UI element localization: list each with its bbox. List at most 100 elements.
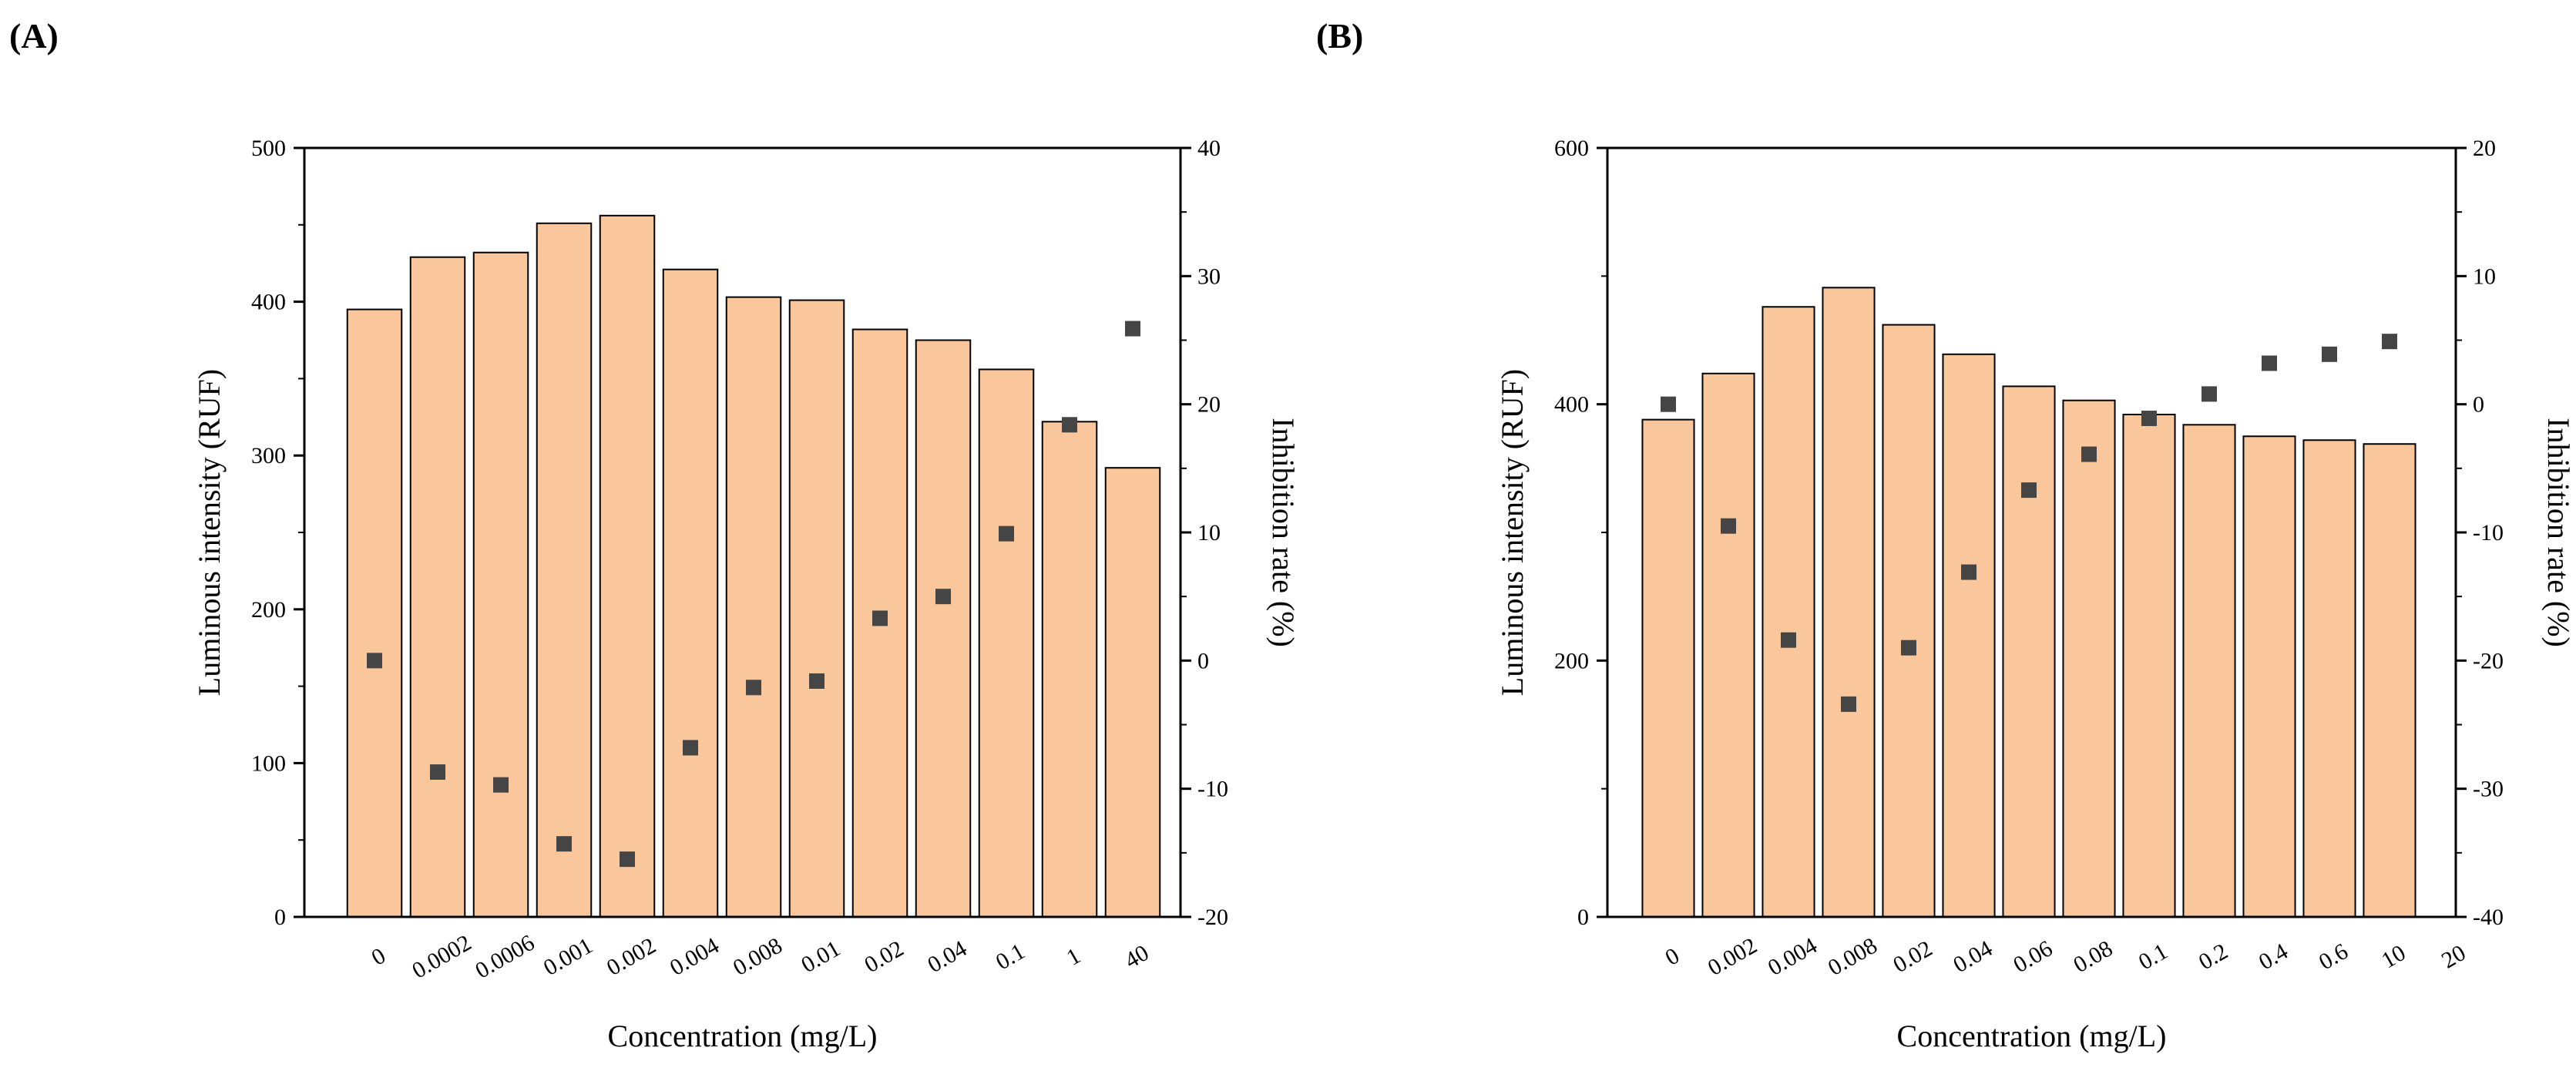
x-tick-label: 0.04 [923, 935, 971, 978]
y-right-tick-label: 30 [1197, 264, 1221, 289]
y-left-tick-label: 400 [251, 290, 286, 315]
bar [978, 368, 1035, 918]
scatter-point [1841, 696, 1856, 712]
x-tick-label: 0.001 [539, 933, 597, 981]
x-tick-label: 0.4 [2255, 938, 2292, 975]
bar [725, 296, 782, 918]
y-left-tick-label: 300 [251, 443, 286, 468]
x-tick-label: 0.002 [603, 933, 660, 981]
bar [472, 251, 529, 918]
scatter-point [999, 525, 1014, 542]
scatter-point [1721, 518, 1736, 534]
x-tick-label: 0.008 [1824, 933, 1882, 981]
x-tick-label: 0.002 [1704, 933, 1762, 981]
y-left-axis-title: Luminous intensity (RUF) [192, 369, 227, 696]
y-right-tick-label: -40 [2473, 905, 2504, 930]
y-right-tick-label: 10 [2473, 264, 2496, 289]
scatter-point [493, 777, 509, 793]
y-left-tick-label: 600 [1554, 136, 1589, 161]
y-right-axis-title: Inhibition rate (%) [1266, 418, 1301, 647]
scatter-point [1661, 396, 1676, 412]
bar [1822, 287, 1876, 918]
x-tick-label: 0.0002 [408, 930, 475, 984]
panel-label: (B) [1316, 16, 1363, 55]
x-tick-label: 20 [2437, 940, 2470, 974]
y-left-tick-label: 100 [251, 750, 286, 776]
bar [915, 339, 972, 918]
scatter-point [2081, 446, 2097, 462]
y-left-axis-title: Luminous intensity (RUF) [1495, 369, 1530, 696]
scatter-point [1901, 640, 1916, 656]
x-tick-label: 0.04 [1949, 935, 1997, 978]
x-tick-label: 0 [1661, 943, 1684, 971]
x-axis-title: Concentration (mg/L) [1897, 1019, 2167, 1053]
bar [599, 214, 656, 918]
scatter-point [1062, 417, 1077, 433]
scatter-point [2262, 355, 2277, 371]
scatter-point [2322, 346, 2337, 362]
scatter-point [2021, 482, 2037, 499]
x-axis-title: Concentration (mg/L) [608, 1019, 878, 1053]
bar [2302, 439, 2356, 918]
scatter-point [2382, 334, 2397, 350]
bar [1882, 324, 1936, 918]
x-tick-label: 0.1 [992, 938, 1029, 975]
scatter-point [935, 589, 951, 605]
scatter-point [746, 680, 761, 696]
scatter-point [1961, 564, 1977, 580]
x-tick-label: 10 [2377, 940, 2410, 974]
bar [2242, 435, 2296, 918]
y-left-tick-label: 400 [1554, 392, 1589, 418]
panel-label: (A) [9, 16, 59, 55]
scatter-point [367, 653, 382, 669]
bar [2122, 413, 2176, 918]
y-right-tick-label: 0 [1197, 648, 1209, 673]
x-tick-label: 0.01 [797, 935, 845, 978]
y-right-tick-label: -10 [1197, 777, 1228, 802]
scatter-point [683, 740, 698, 756]
y-left-tick-label: 0 [274, 905, 286, 930]
bar [1041, 421, 1098, 918]
scatter-point [2141, 410, 2157, 426]
x-tick-label: 0.02 [860, 935, 908, 978]
scatter-point [872, 610, 888, 626]
y-right-tick-label: 20 [1197, 392, 1221, 418]
bar [2062, 399, 2116, 918]
y-left-tick-label: 500 [251, 136, 286, 161]
y-right-tick-label: 40 [1197, 136, 1221, 161]
x-tick-label: 0.02 [1889, 935, 1936, 978]
x-tick-label: 0 [368, 943, 390, 971]
bar [2002, 385, 2056, 918]
scatter-point [1781, 632, 1796, 648]
y-left-tick-label: 200 [251, 597, 286, 623]
bar [409, 256, 466, 918]
y-right-tick-label: -20 [1197, 905, 1228, 930]
scatter-point [1125, 321, 1140, 337]
x-tick-label: 0.004 [1764, 933, 1822, 981]
y-left-tick-label: 200 [1554, 648, 1589, 673]
bar [1104, 467, 1161, 918]
x-tick-label: 1 [1063, 943, 1085, 971]
y-left-tick-label: 0 [1577, 905, 1589, 930]
x-tick-label: 0.08 [2069, 935, 2117, 978]
y-right-tick-label: -30 [2473, 777, 2504, 802]
y-right-tick-label: 10 [1197, 520, 1221, 546]
bar [1942, 353, 1996, 918]
x-tick-label: 0.2 [2195, 938, 2232, 975]
y-right-tick-label: 20 [2473, 136, 2496, 161]
y-right-axis-title: Inhibition rate (%) [2541, 418, 2576, 647]
x-tick-label: 0.1 [2134, 938, 2172, 975]
scatter-point [556, 836, 572, 852]
x-tick-label: 0.008 [729, 933, 787, 981]
y-right-tick-label: -10 [2473, 520, 2504, 546]
scatter-point [620, 851, 635, 868]
x-tick-label: 0.0006 [471, 930, 539, 984]
bar [346, 308, 403, 918]
bar [662, 268, 719, 918]
bar [788, 299, 845, 918]
scatter-point [2202, 386, 2217, 402]
x-tick-label: 0.6 [2315, 938, 2353, 975]
y-right-tick-label: -20 [2473, 648, 2504, 673]
